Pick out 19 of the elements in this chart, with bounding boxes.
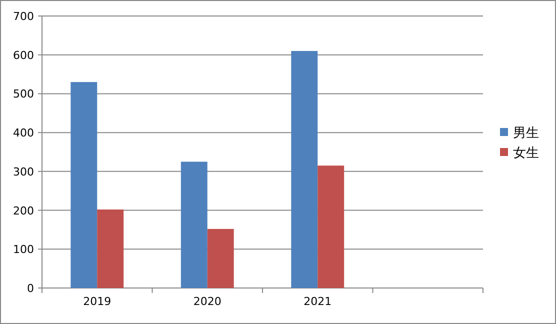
x-tick-label: 2019 bbox=[83, 295, 112, 308]
bar bbox=[70, 82, 98, 288]
legend-label: 男生 bbox=[513, 126, 539, 141]
y-tick-label: 700 bbox=[13, 10, 34, 23]
y-tick-label: 100 bbox=[13, 243, 34, 256]
bar bbox=[207, 228, 234, 288]
y-tick-label: 500 bbox=[13, 88, 34, 101]
legend-label: 女生 bbox=[513, 146, 539, 161]
x-tick-label: 2021 bbox=[304, 295, 332, 308]
bar bbox=[180, 162, 208, 288]
bar bbox=[318, 166, 344, 288]
y-tick-label: 600 bbox=[13, 48, 34, 62]
bar bbox=[97, 210, 124, 288]
y-tick-label: 0 bbox=[27, 282, 34, 295]
y-tick-label: 200 bbox=[13, 204, 34, 218]
y-tick-label: 400 bbox=[13, 126, 34, 140]
y-tick-label: 300 bbox=[13, 165, 34, 178]
x-tick-label: 2020 bbox=[193, 295, 222, 308]
bar bbox=[291, 50, 318, 288]
